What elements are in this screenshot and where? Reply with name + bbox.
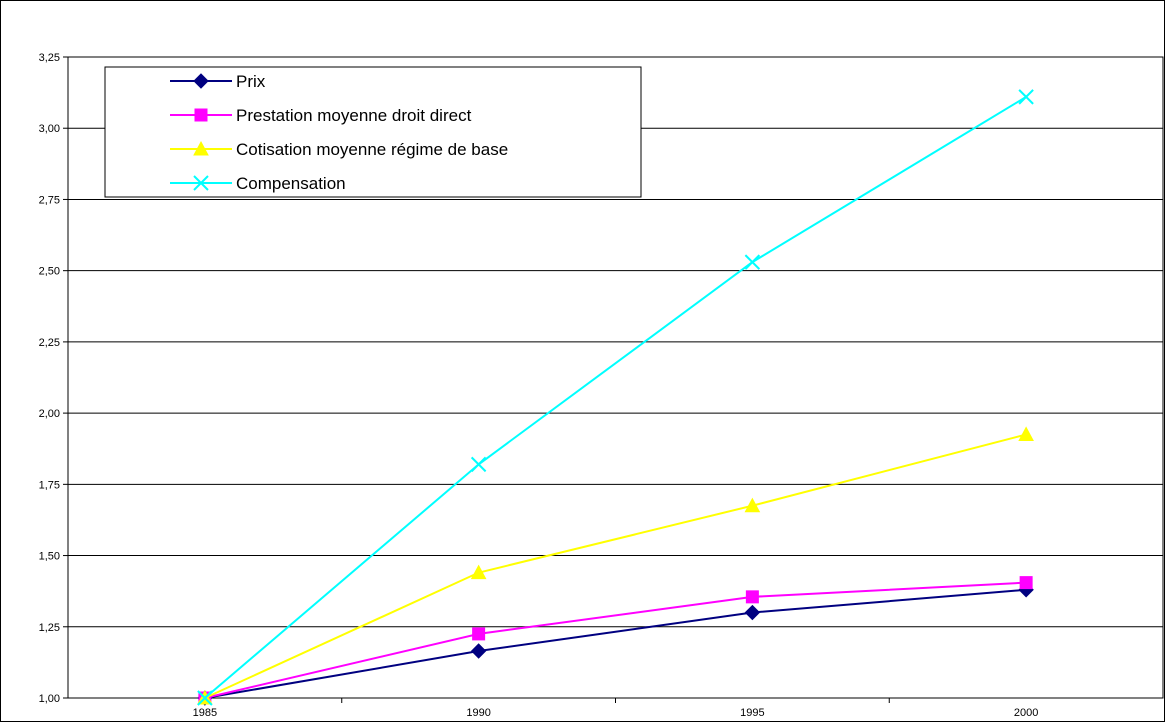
data-point: [470, 564, 487, 580]
x-tick-label: 1995: [740, 707, 764, 719]
data-point: [470, 456, 487, 473]
plot-frame: [67, 56, 1164, 699]
legend-label: Cotisation moyenne régime de base: [236, 140, 508, 159]
series-4: [197, 89, 1034, 706]
x-axis-ticks: 1985 1990 1995 2000: [193, 698, 1038, 719]
legend-marker: [193, 175, 209, 191]
data-point: [1019, 576, 1033, 590]
x-tick-label: 2000: [1014, 707, 1038, 719]
legend-label: Compensation: [236, 174, 346, 193]
legend-item: Cotisation moyenne régime de base: [170, 140, 508, 159]
y-tick-label: 1,00: [39, 693, 60, 705]
y-tick-label: 1,75: [39, 479, 60, 491]
legend-item: Prestation moyenne droit direct: [170, 106, 472, 125]
y-tick-label: 2,25: [39, 337, 60, 349]
legend-item: Compensation: [170, 174, 346, 193]
y-tick-label: 3,25: [39, 52, 60, 64]
legend-marker: [193, 73, 209, 89]
data-point: [197, 690, 213, 706]
x-tick-label: 1985: [193, 707, 217, 719]
data-point: [745, 590, 759, 604]
legend-marker: [194, 108, 208, 122]
series-line: [204, 96, 1027, 699]
series-line: [204, 433, 1027, 699]
y-tick-label: 2,75: [39, 194, 60, 206]
y-axis-ticks: 1,00 1,25 1,50 1,75 2,00 2,25 2,50 2,75 3,00 3,25: [39, 52, 68, 705]
data-point: [744, 604, 761, 621]
y-tick-label: 1,25: [39, 622, 60, 634]
y-tick-label: 2,00: [39, 408, 60, 420]
series-line: [204, 588, 1027, 699]
data-point: [470, 643, 487, 659]
legend-label: Prix: [236, 72, 266, 91]
legend-box: [104, 66, 642, 198]
legend-label: Prestation moyenne droit direct: [236, 106, 472, 125]
y-tick-label: 2,50: [39, 266, 60, 278]
data-point: [472, 627, 486, 641]
series-line: [204, 581, 1027, 699]
data-point: [1018, 426, 1034, 441]
data-point: [1018, 89, 1034, 105]
data-point: [744, 254, 761, 270]
x-tick-label: 1990: [466, 707, 490, 719]
legend-item: Prix: [170, 72, 266, 91]
series-group: [197, 89, 1034, 706]
legend-marker: [193, 140, 209, 156]
y-tick-label: 1,50: [39, 551, 60, 563]
data-point: [744, 497, 761, 513]
legend: Prix Prestation moyenne droit direct Cotis…: [104, 66, 642, 198]
y-tick-label: 3,00: [39, 123, 60, 135]
